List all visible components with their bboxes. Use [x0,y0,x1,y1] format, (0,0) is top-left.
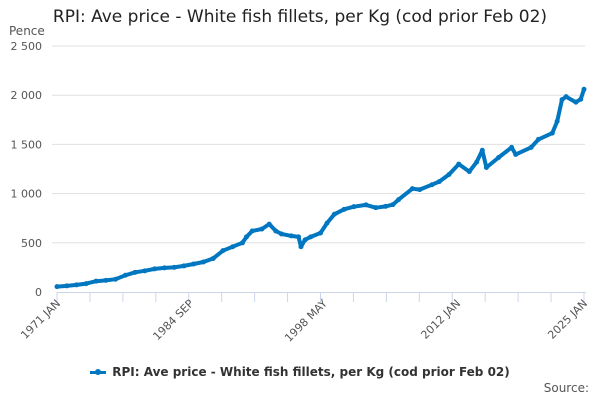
x-tick-label: 2012 JAN [418,297,463,342]
data-point [331,211,337,217]
y-tick-label: 2 000 [11,89,43,102]
data-point [496,154,502,160]
data-point [373,205,379,211]
data-point [466,169,472,175]
legend-swatch [90,369,107,375]
data-point [483,165,489,171]
data-point [308,234,314,240]
data-point [74,282,80,288]
data-point [528,144,534,150]
data-point [563,94,569,100]
data-point [436,179,442,185]
y-tick-label: 500 [21,237,42,250]
data-point [573,99,579,105]
data-point [243,234,249,240]
y-tick-label: 0 [35,286,42,299]
data-point [220,248,226,254]
y-axis-label: Pence [9,24,45,38]
data-point [417,187,423,193]
data-point [83,281,89,287]
y-tick-label: 1 500 [11,138,43,151]
legend-label: RPI: Ave price - White fish fillets, per… [112,365,510,379]
data-point [296,234,302,240]
data-point [302,237,308,243]
data-point [113,276,119,282]
data-point [288,233,294,239]
data-point [383,203,389,209]
data-point [479,147,485,153]
series-line [55,87,586,289]
data-point [239,240,245,246]
y-tick-label: 2 500 [11,40,43,53]
y-tick-label: 1 000 [11,188,43,201]
chart-title: RPI: Ave price - White fish fillets, per… [52,7,548,27]
data-point [446,172,452,178]
x-tick-label: 1984 SEP [150,297,196,343]
source-label: Source: [543,381,589,395]
data-point [152,266,158,272]
data-point [581,86,587,92]
data-point [249,228,255,234]
data-point [409,186,415,192]
x-tick-label: 1998 MAY [282,297,330,345]
data-point [324,220,330,226]
x-tick-label: 1971 JAN [18,297,63,342]
legend[interactable]: RPI: Ave price - White fish fillets, per… [0,365,600,379]
data-point [132,269,138,275]
data-point [513,151,519,157]
data-point [191,261,197,267]
data-point [200,259,206,265]
data-point [259,226,265,232]
data-point [474,159,480,165]
data-point [341,206,347,212]
data-point [456,161,462,167]
data-point [390,202,396,208]
data-point [266,221,272,227]
data-point [171,264,177,270]
data-point [54,284,60,290]
data-point [122,272,128,278]
data-point [363,202,369,208]
data-point [142,268,148,274]
data-point [509,144,515,150]
data-point [298,244,304,250]
data-point [396,197,402,203]
data-point [549,130,555,136]
data-point [273,228,279,234]
data-point [181,263,187,269]
data-point [535,136,541,142]
data-point [578,96,584,102]
data-point [64,283,70,289]
data-point [351,204,357,210]
data-point [93,278,99,284]
x-tick-label: 2025 JAN [545,297,590,342]
data-point [278,231,284,237]
data-point [230,244,236,250]
data-point [210,256,216,262]
data-point [559,97,565,103]
data-point [161,265,167,271]
data-point [318,230,323,236]
data-point [554,118,560,124]
data-point [103,277,109,283]
data-point [429,182,435,188]
